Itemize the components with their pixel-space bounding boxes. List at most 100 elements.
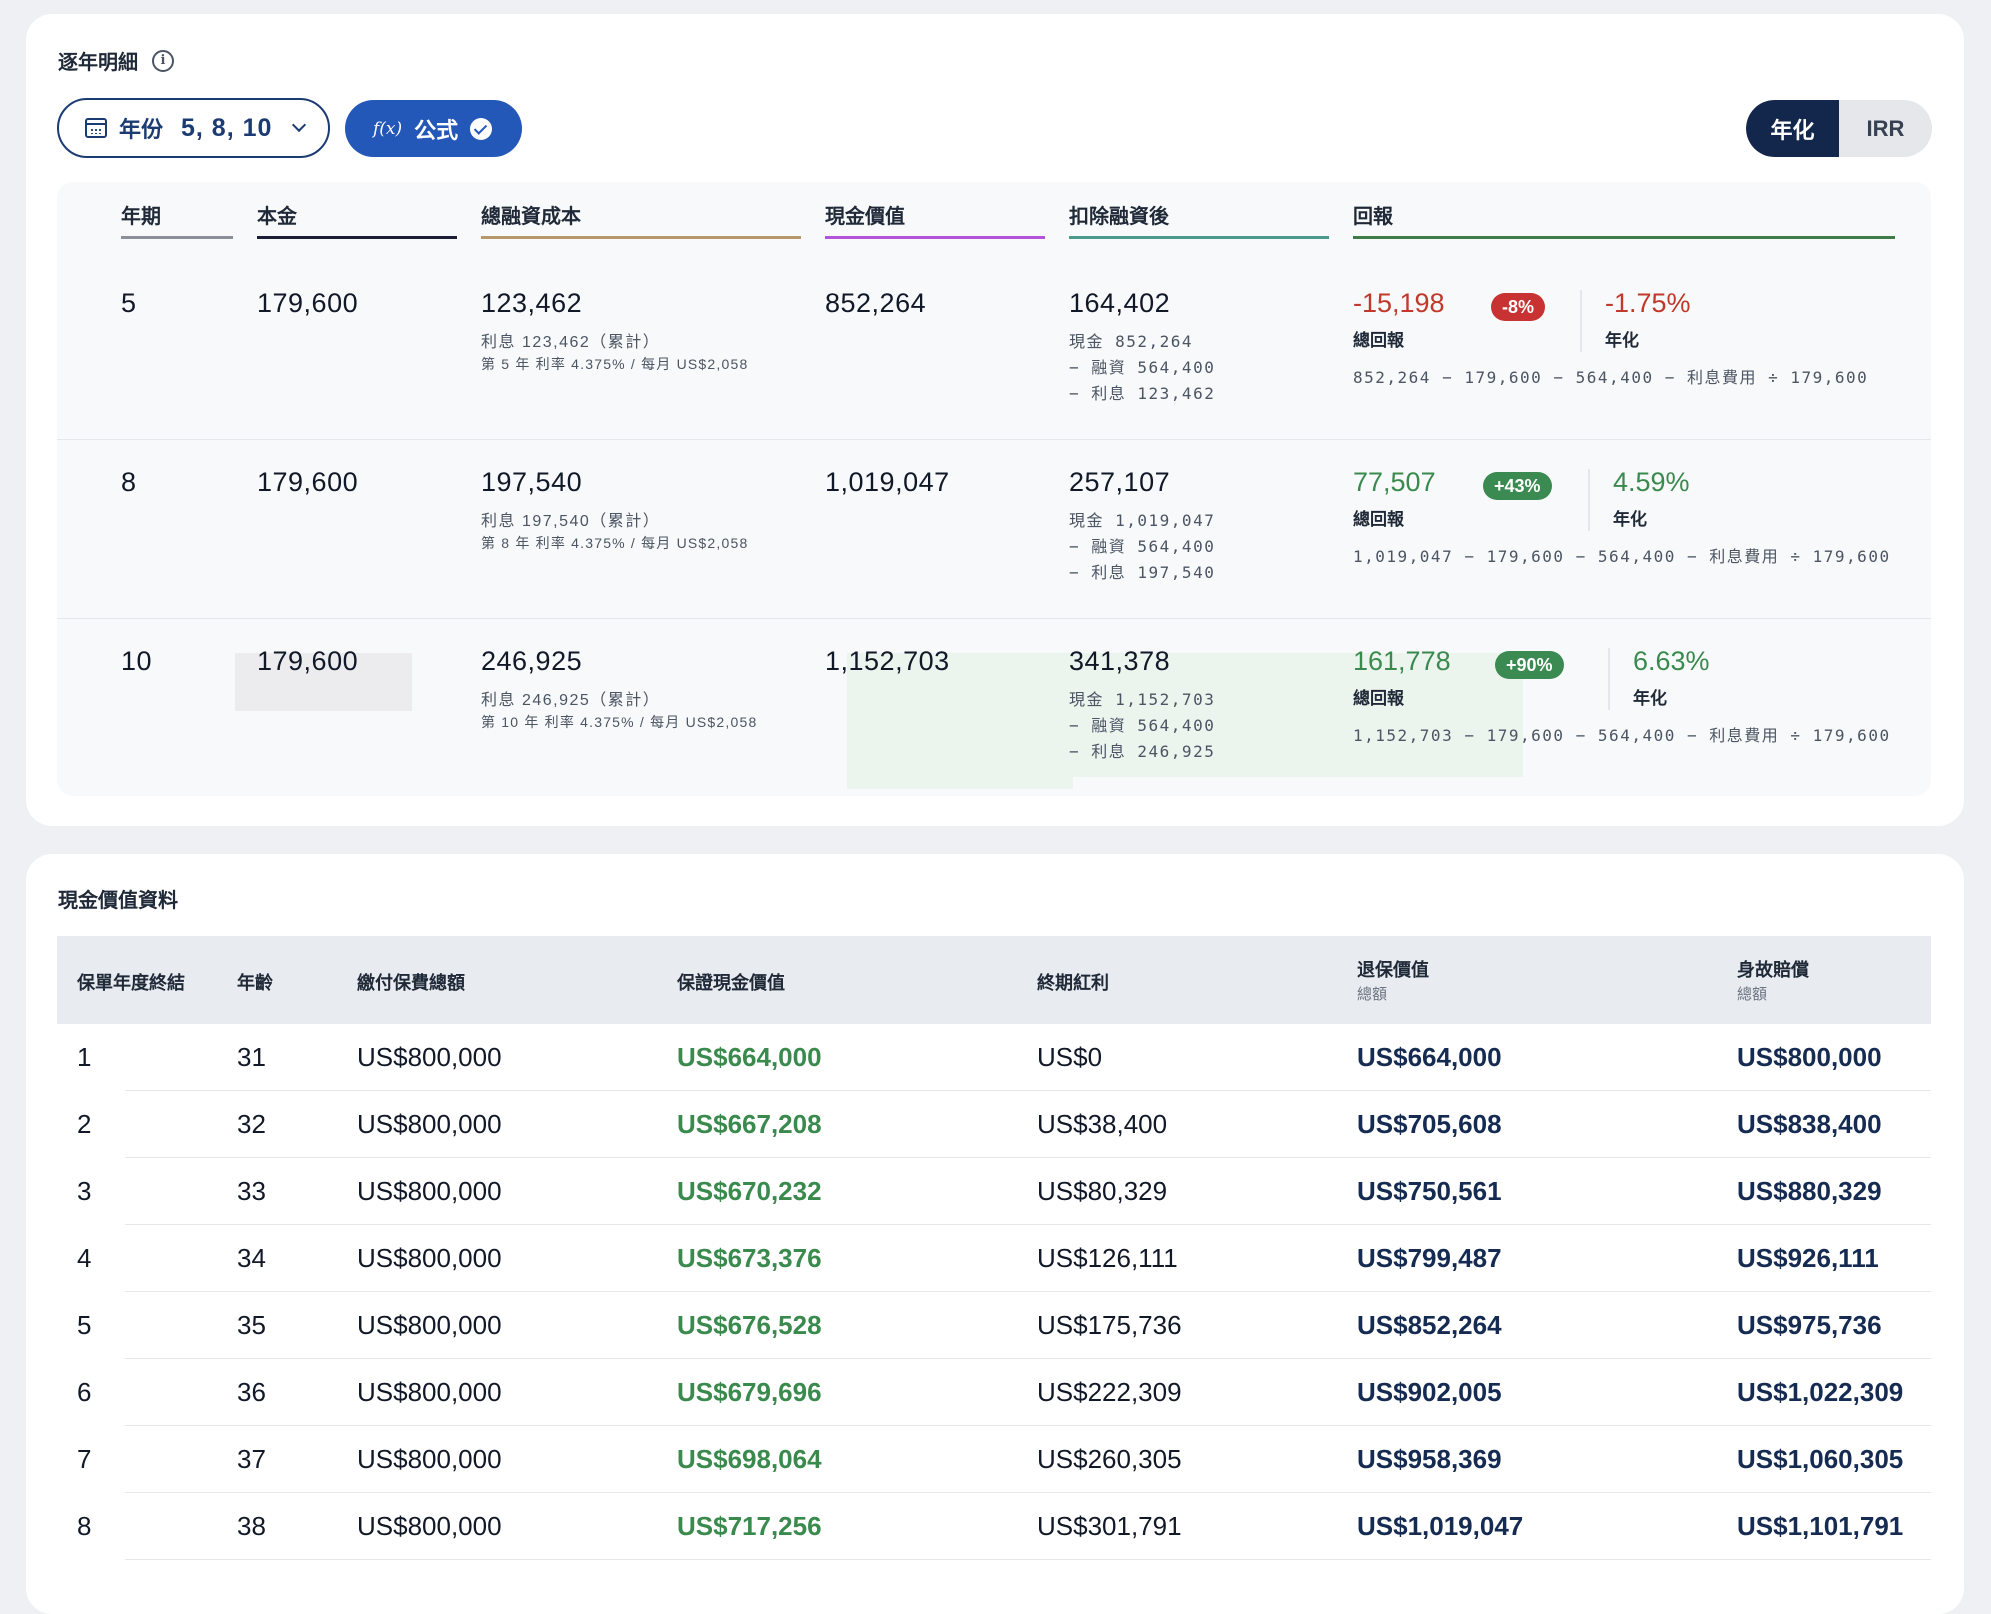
year-filter-value: 5, 8, 10 <box>181 113 273 142</box>
row-net-cash: 現金 1,152,703 <box>1069 690 1216 709</box>
header-surrender-value: 退保價值 <box>1357 960 1429 980</box>
cell-policy-year: 4 <box>77 1243 92 1273</box>
cell-terminal-bonus: US$0 <box>1037 1042 1103 1072</box>
toggle-annualized[interactable]: 年化 <box>1746 100 1839 157</box>
calendar-icon <box>85 118 107 138</box>
cell-death-benefit: US$800,000 <box>1737 1042 1882 1072</box>
row-principal: 179,600 <box>257 467 359 497</box>
row-financing-cost: 123,462 <box>481 288 583 318</box>
formula-toggle-button[interactable]: f(x) 公式 <box>345 100 522 157</box>
cell-policy-year: 7 <box>77 1444 92 1474</box>
chevron-down-icon <box>292 117 307 133</box>
table-row: 6 36 US$800,000 US$679,696 US$222,309 US… <box>57 1359 1931 1426</box>
row-principal: 179,600 <box>257 288 359 318</box>
row-net-interest: − 利息 197,540 <box>1069 563 1216 582</box>
cell-death-benefit: US$880,329 <box>1737 1176 1882 1206</box>
col-bar-year <box>121 236 233 239</box>
cell-policy-year: 5 <box>77 1310 92 1340</box>
table-row: 8 38 US$800,000 US$717,256 US$301,791 US… <box>57 1493 1931 1560</box>
row-annualized-label: 年化 <box>1633 689 1667 708</box>
cell-guaranteed-cash: US$664,000 <box>677 1042 822 1072</box>
cash-value-title: 現金價值資料 <box>58 884 178 913</box>
row-net-loan: − 融資 564,400 <box>1069 537 1216 556</box>
row-year: 5 <box>121 288 137 318</box>
function-icon: f(x) <box>373 118 403 139</box>
cell-death-benefit: US$975,736 <box>1737 1310 1882 1340</box>
cell-terminal-bonus: US$80,329 <box>1037 1176 1168 1206</box>
row-formula: 1,152,703 − 179,600 − 564,400 − 利息費用 ÷ 1… <box>1353 726 1891 745</box>
row-annualized-label: 年化 <box>1605 331 1639 350</box>
row-net-loan: − 融資 564,400 <box>1069 358 1216 377</box>
row-divider <box>125 1559 1931 1560</box>
col-bar-principal <box>257 236 457 239</box>
cell-terminal-bonus: US$38,400 <box>1037 1109 1168 1139</box>
cell-policy-year: 6 <box>77 1377 92 1407</box>
row-rate-note: 第 10 年 利率 4.375% / 每月 US$2,058 <box>481 714 758 730</box>
row-cash-value: 1,152,703 <box>825 646 950 676</box>
toggle-irr[interactable]: IRR <box>1866 115 1905 141</box>
header-guaranteed-cash: 保證現金價值 <box>677 973 785 993</box>
cell-age: 31 <box>237 1042 266 1072</box>
cell-age: 34 <box>237 1243 266 1273</box>
row-year: 8 <box>121 467 137 497</box>
row-net-cash: 現金 1,019,047 <box>1069 511 1216 530</box>
row-separator <box>57 439 1931 440</box>
cell-surrender-value: US$902,005 <box>1357 1377 1502 1407</box>
cell-policy-year: 8 <box>77 1511 92 1541</box>
row-total-return-label: 總回報 <box>1353 331 1404 350</box>
row-net-interest: − 利息 246,925 <box>1069 742 1216 761</box>
cell-policy-year: 1 <box>77 1042 92 1072</box>
return-highlight <box>1073 653 1523 777</box>
row-total-return-label: 總回報 <box>1353 689 1404 708</box>
col-header-financing: 總融資成本 <box>481 200 801 239</box>
cell-premium-total: US$800,000 <box>357 1310 502 1340</box>
cash-value-title-text: 現金價值資料 <box>58 890 178 912</box>
table-row: 4 34 US$800,000 US$673,376 US$126,111 US… <box>57 1225 1931 1292</box>
row-return-badge: -8% <box>1491 293 1546 321</box>
col-header-return: 回報 <box>1353 200 1895 239</box>
cell-premium-total: US$800,000 <box>357 1176 502 1206</box>
cell-terminal-bonus: US$126,111 <box>1037 1243 1178 1273</box>
cell-age: 37 <box>237 1444 266 1474</box>
cell-terminal-bonus: US$175,736 <box>1037 1310 1182 1340</box>
check-circle-icon <box>470 117 493 140</box>
col-header-net-text: 扣除融資後 <box>1069 206 1169 228</box>
row-net-loan: − 融資 564,400 <box>1069 716 1216 735</box>
year-filter-dropdown[interactable]: 年份 5, 8, 10 <box>57 98 330 158</box>
row-financing-cost: 197,540 <box>481 467 583 497</box>
cell-premium-total: US$800,000 <box>357 1444 502 1474</box>
table-row: 7 37 US$800,000 US$698,064 US$260,305 US… <box>57 1426 1931 1493</box>
row-net: 164,402 <box>1069 288 1171 318</box>
formula-label: 公式 <box>414 117 459 143</box>
cell-guaranteed-cash: US$667,208 <box>677 1109 822 1139</box>
row-return-badge: +43% <box>1483 472 1552 500</box>
cell-surrender-value: US$852,264 <box>1357 1310 1502 1340</box>
row-interest-note: 利息 246,925（累計） <box>481 692 661 709</box>
header-age: 年齡 <box>237 973 273 993</box>
col-header-return-text: 回報 <box>1353 206 1393 228</box>
cell-surrender-value: US$750,561 <box>1357 1176 1502 1206</box>
cell-surrender-value: US$958,369 <box>1357 1444 1502 1474</box>
net-highlight <box>847 653 1073 789</box>
row-formula: 1,019,047 − 179,600 − 564,400 − 利息費用 ÷ 1… <box>1353 547 1891 566</box>
row-cash-value: 852,264 <box>825 288 927 318</box>
cell-terminal-bonus: US$222,309 <box>1037 1377 1182 1407</box>
row-separator <box>57 618 1931 619</box>
cell-age: 38 <box>237 1511 266 1541</box>
table-row: 3 33 US$800,000 US$670,232 US$80,329 US$… <box>57 1158 1931 1225</box>
cell-policy-year: 2 <box>77 1109 92 1139</box>
cell-premium-total: US$800,000 <box>357 1243 502 1273</box>
col-header-cash-text: 現金價值 <box>825 206 905 228</box>
col-bar-cash <box>825 236 1045 239</box>
cell-guaranteed-cash: US$717,256 <box>677 1511 822 1541</box>
cell-premium-total: US$800,000 <box>357 1109 502 1139</box>
row-interest-note: 利息 123,462（累計） <box>481 334 661 351</box>
header-premium-total: 繳付保費總額 <box>357 973 465 993</box>
table-header: 保單年度終結 年齡 繳付保費總額 保證現金價值 終期紅利 退保價值 總額 身故賠… <box>57 936 1931 1024</box>
cell-terminal-bonus: US$260,305 <box>1037 1444 1182 1474</box>
table-row: 1 31 US$800,000 US$664,000 US$0 US$664,0… <box>57 1024 1931 1091</box>
info-icon[interactable]: i <box>152 49 174 72</box>
col-header-year: 年期 <box>121 200 233 239</box>
header-policy-year: 保單年度終結 <box>77 973 185 993</box>
row-net: 341,378 <box>1069 646 1171 676</box>
